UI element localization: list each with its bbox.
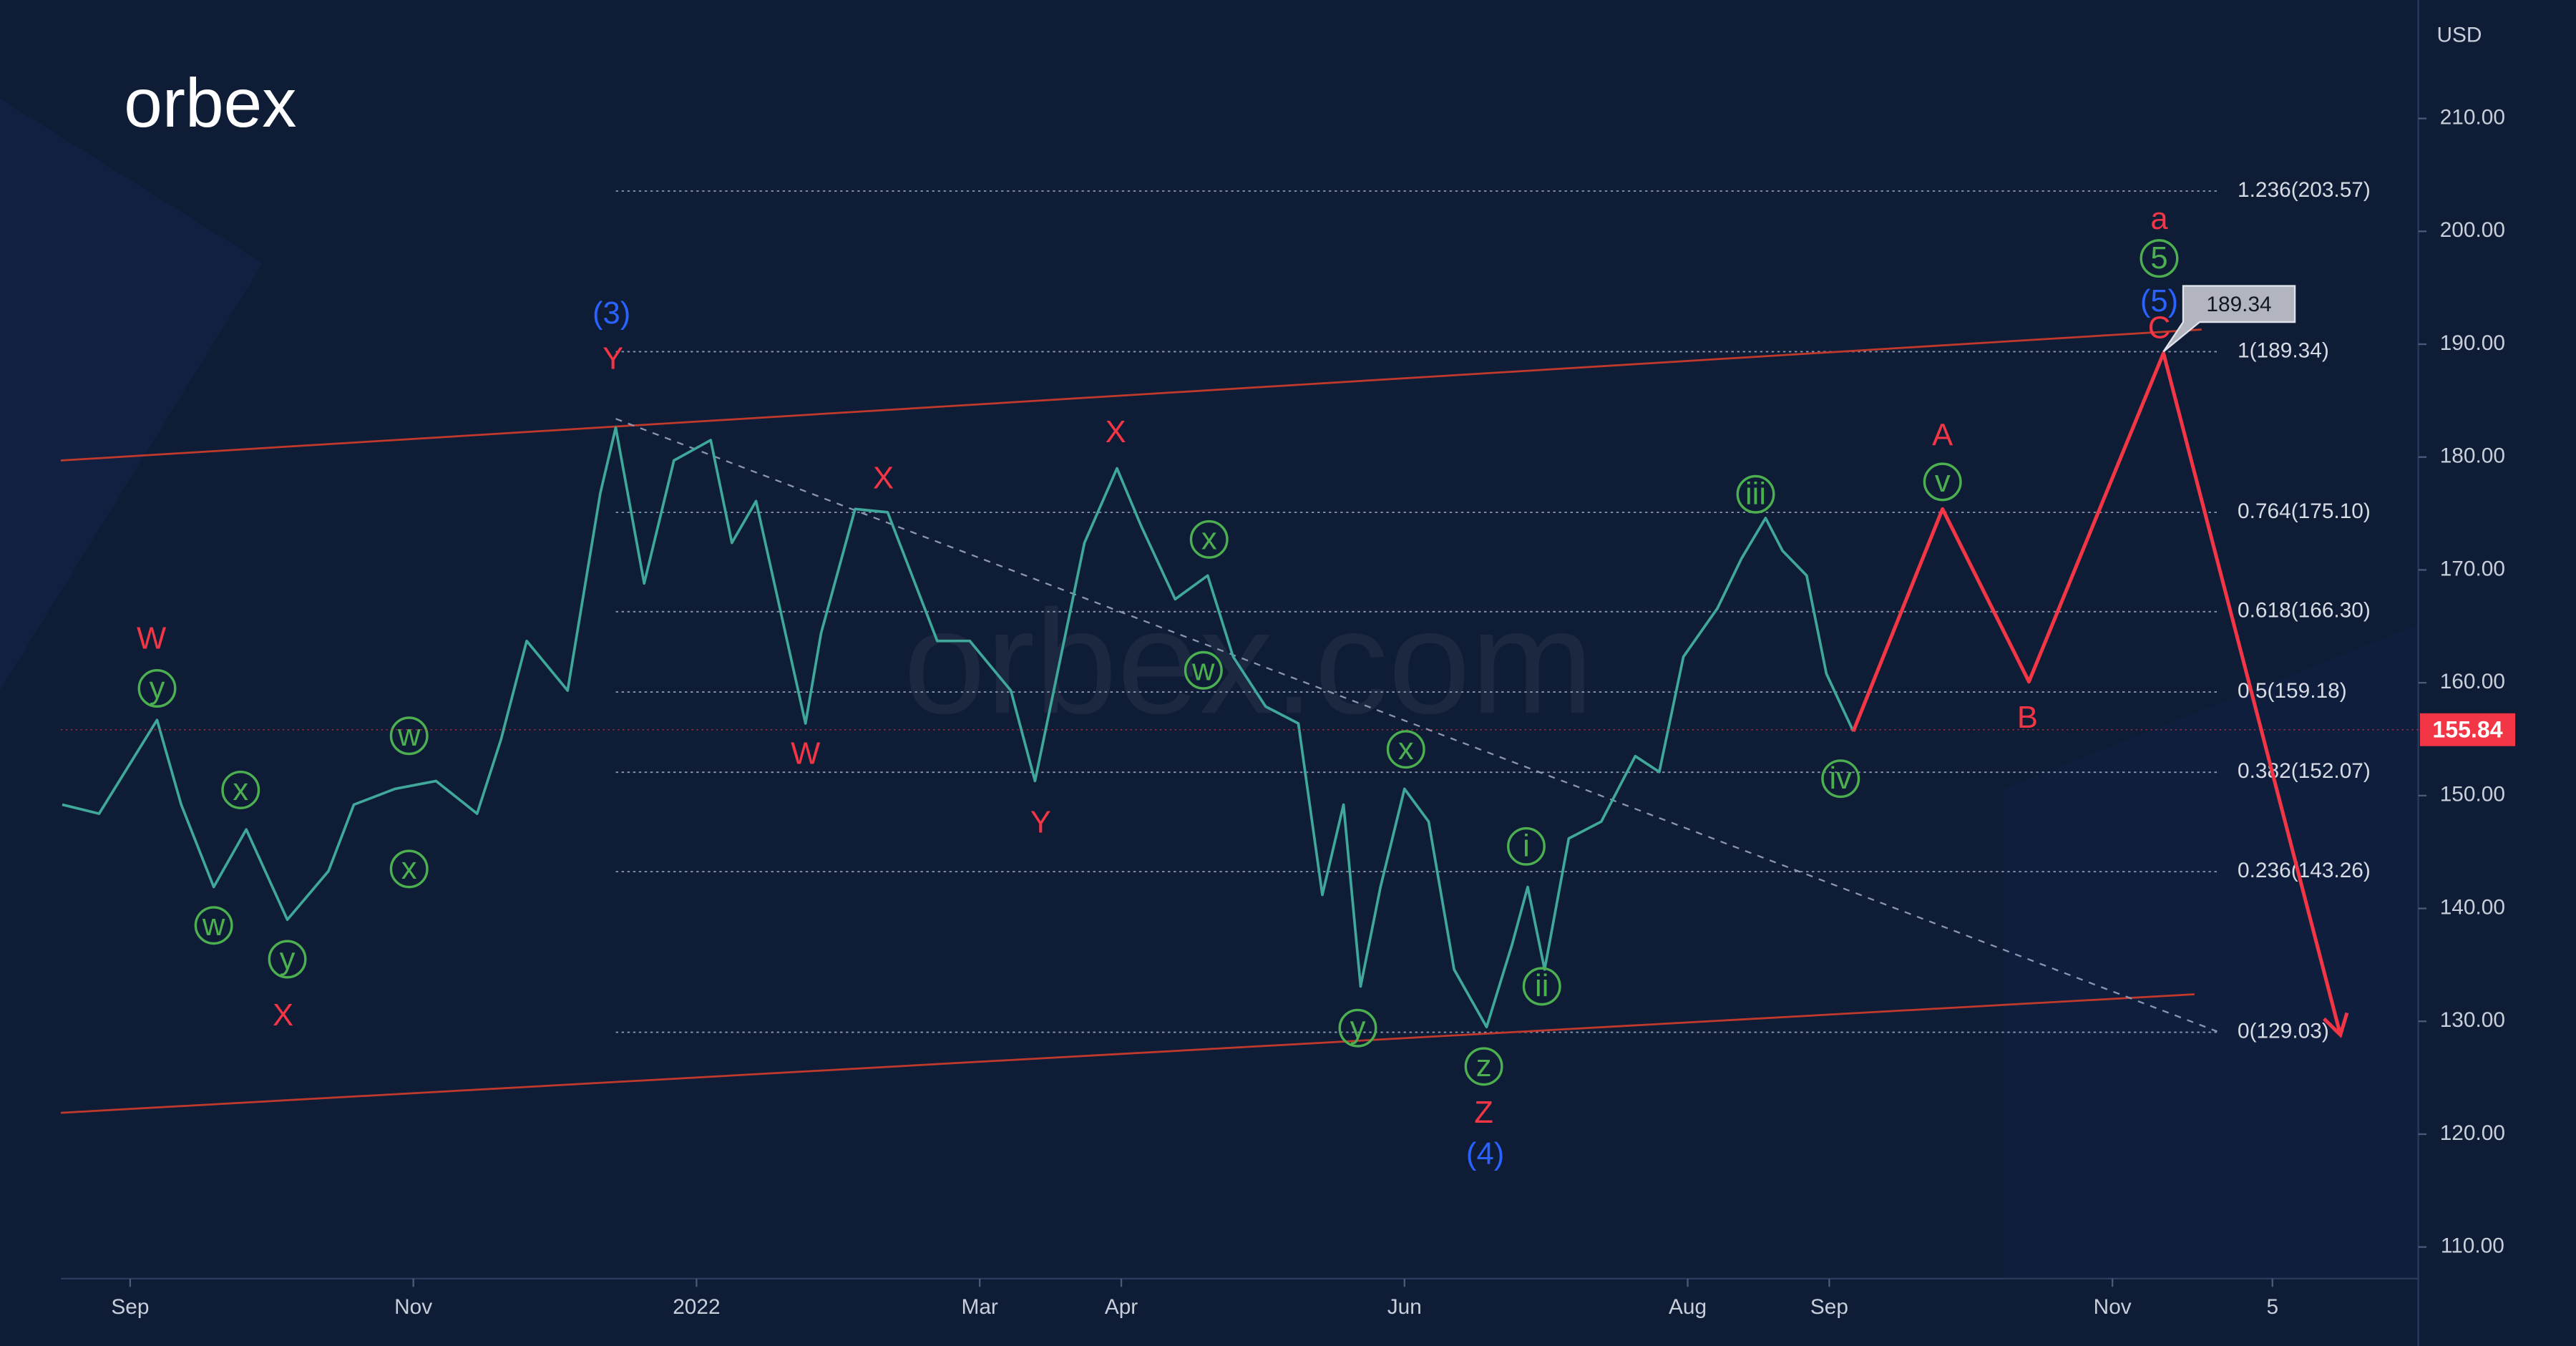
wave-circle xyxy=(1821,759,1860,799)
wave-circle xyxy=(137,669,177,708)
y-tick-label: 110.00 xyxy=(2441,1234,2504,1258)
wave-circle xyxy=(1923,462,1962,502)
trendline xyxy=(60,993,2195,1114)
wave-label: (5) xyxy=(2140,284,2178,318)
wave-label: (3) xyxy=(592,296,630,331)
wave-label: y xyxy=(280,942,296,976)
wave-circle xyxy=(1184,650,1223,690)
wave-label: y xyxy=(150,671,165,706)
wave-circle xyxy=(1338,1008,1377,1048)
x-tick-label: Nov xyxy=(2094,1295,2132,1319)
wave-label: ii xyxy=(1535,969,1548,1003)
wave-label: X xyxy=(1106,415,1126,449)
wave-circle xyxy=(389,716,429,756)
wave-label: X xyxy=(873,461,894,495)
wave-label: w xyxy=(1191,653,1215,688)
callout-box xyxy=(2162,285,2296,353)
wave-label: x xyxy=(233,773,248,807)
x-tick-label: Aug xyxy=(1669,1295,1707,1319)
wave-circle xyxy=(1506,826,1546,866)
wave-circle xyxy=(1386,730,1425,769)
fib-label: 1(189.34) xyxy=(2238,338,2329,362)
x-tick-label: Apr xyxy=(1105,1295,1138,1319)
wave-label: x xyxy=(1398,732,1414,766)
x-tick-label: 5 xyxy=(2266,1295,2278,1319)
price-line xyxy=(62,426,1855,1029)
wave-circle xyxy=(1736,474,1775,514)
x-tick-label: Jun xyxy=(1387,1295,1422,1319)
y-tick-label: 130.00 xyxy=(2440,1008,2505,1032)
decor xyxy=(2004,624,2419,1279)
last-price-tag xyxy=(2419,713,2516,746)
wave-circle xyxy=(2140,239,2179,278)
wave-circle xyxy=(1522,967,1561,1006)
wave-label: Y xyxy=(1030,806,1051,840)
wave-label: a xyxy=(2150,202,2168,236)
wave-label: A xyxy=(1932,419,1953,453)
x-tick-label: Mar xyxy=(961,1295,997,1319)
y-tick-label: 150.00 xyxy=(2440,783,2505,806)
logo: orbex xyxy=(124,65,296,142)
wave-label: W xyxy=(791,736,821,771)
y-tick-label: 200.00 xyxy=(2440,218,2505,242)
fib-label: 0(129.03) xyxy=(2238,1019,2329,1043)
fib-label: 0.382(152.07) xyxy=(2238,759,2371,783)
fib-label: 0.236(143.26) xyxy=(2238,859,2371,882)
y-tick-label: 190.00 xyxy=(2440,331,2505,355)
y-tick-label: 180.00 xyxy=(2440,444,2505,468)
wave-label: i xyxy=(1523,829,1530,864)
wave-label: x xyxy=(401,852,417,886)
y-tick-label: 210.00 xyxy=(2440,105,2505,129)
wave-label: 5 xyxy=(2150,241,2167,275)
y-tick-label: 140.00 xyxy=(2440,895,2505,919)
wave-label: w xyxy=(202,908,225,942)
wave-label: w xyxy=(397,718,421,753)
wave-circle xyxy=(268,940,307,979)
fib-label: 1.236(203.57) xyxy=(2238,178,2371,202)
callout-label: 189.34 xyxy=(2206,293,2271,316)
last-price-label: 155.84 xyxy=(2432,717,2502,743)
arrow-head xyxy=(2323,1012,2349,1038)
fib-label: 0.5(159.18) xyxy=(2238,679,2347,703)
wave-label: C xyxy=(2148,311,2170,346)
wave-circle xyxy=(221,770,260,809)
y-tick-label: 120.00 xyxy=(2440,1121,2505,1145)
wave-label: iv xyxy=(1830,761,1853,796)
wave-label: y xyxy=(1350,1011,1366,1045)
wave-label: Z xyxy=(1474,1096,1493,1130)
wave-label: Y xyxy=(602,341,623,376)
watermark: orbex.com xyxy=(904,579,1594,744)
fib-label: 0.618(166.30) xyxy=(2238,599,2371,623)
decor xyxy=(0,98,263,691)
wave-label: z xyxy=(1476,1049,1492,1083)
wave-circle xyxy=(194,906,233,945)
y-tick-label: 160.00 xyxy=(2440,670,2505,693)
x-tick-label: Sep xyxy=(111,1295,149,1319)
wave-label: x xyxy=(1201,522,1217,557)
y-tick-label: 170.00 xyxy=(2440,557,2505,580)
wave-circle xyxy=(389,849,429,889)
trendline xyxy=(615,418,2218,1033)
x-tick-label: Sep xyxy=(1810,1295,1848,1319)
wave-label: W xyxy=(137,621,167,655)
wave-label: B xyxy=(2017,701,2038,735)
wave-label: (4) xyxy=(1466,1137,1504,1171)
wave-circle xyxy=(1189,520,1229,559)
projection xyxy=(1851,351,2343,1035)
trendline xyxy=(60,328,2202,462)
x-tick-label: 2022 xyxy=(673,1295,720,1319)
x-tick-label: Nov xyxy=(394,1295,432,1319)
currency: USD xyxy=(2436,23,2482,47)
wave-label: v xyxy=(1935,464,1951,499)
fib-label: 0.764(175.10) xyxy=(2238,499,2371,523)
wave-label: X xyxy=(273,998,293,1033)
wave-circle xyxy=(1464,1047,1503,1086)
wave-label: iii xyxy=(1745,477,1766,512)
